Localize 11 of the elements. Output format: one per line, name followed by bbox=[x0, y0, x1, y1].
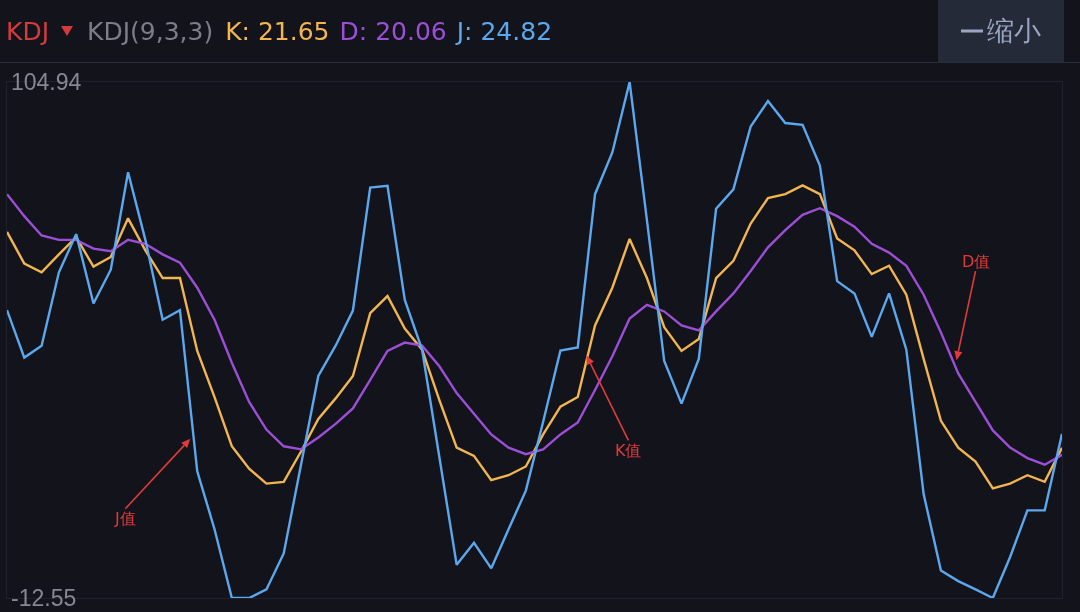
annotation: K值 bbox=[615, 441, 642, 460]
y-tick-label: -12.55 bbox=[11, 585, 77, 611]
text: K: 21.65 bbox=[225, 16, 330, 46]
text: 缩小 bbox=[987, 14, 1041, 48]
text: J: 24.82 bbox=[456, 16, 553, 46]
annotation: J值 bbox=[114, 509, 136, 528]
y-tick-label: 104.94 bbox=[11, 69, 82, 95]
chart-title: KDJ bbox=[6, 16, 50, 46]
annotation: D值 bbox=[962, 252, 991, 271]
text: D: 20.06 bbox=[339, 16, 447, 46]
chart-subtitle: KDJ(9,3,3) bbox=[87, 16, 214, 46]
